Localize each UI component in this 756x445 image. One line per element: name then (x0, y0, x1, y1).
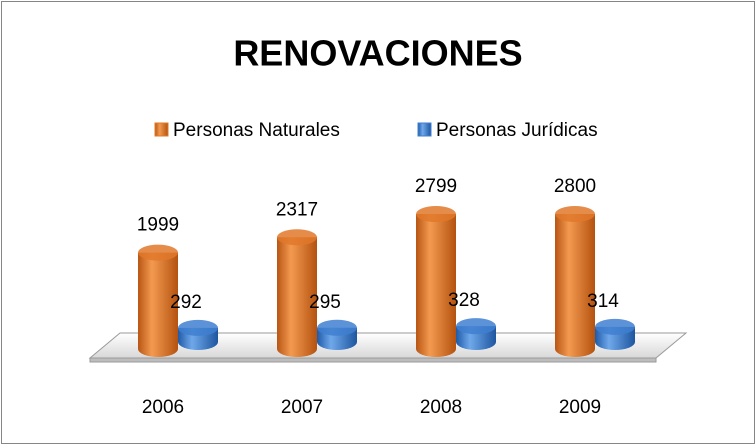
data-label: 295 (309, 292, 341, 313)
legend-swatch (154, 122, 169, 137)
bar-top (555, 206, 595, 222)
x-tick-label: 2006 (142, 397, 184, 418)
bar-top (277, 229, 317, 246)
bar-top (178, 319, 218, 336)
bar (277, 237, 317, 357)
bar-top (138, 244, 178, 261)
legend-swatch (417, 122, 432, 137)
data-label: 328 (448, 290, 480, 311)
bar (416, 214, 456, 357)
x-tick-label: 2008 (420, 397, 462, 418)
bar-top (416, 206, 456, 223)
data-label: 314 (587, 291, 619, 312)
bar (138, 252, 178, 357)
data-label: 2800 (554, 176, 596, 197)
data-label: 2799 (415, 176, 457, 197)
legend-label: Personas Jurídicas (436, 120, 598, 141)
x-tick-label: 2007 (281, 397, 323, 418)
data-label: 292 (170, 292, 202, 313)
bar-top (317, 319, 357, 336)
bar-top (456, 318, 496, 335)
data-label: 2317 (276, 199, 318, 220)
chart-title: RENOVACIONES (233, 33, 522, 74)
bar-top (595, 318, 635, 335)
floor-edge (89, 357, 657, 363)
bar (555, 214, 595, 357)
data-label: 1999 (137, 215, 179, 236)
legend-label: Personas Naturales (173, 120, 340, 141)
x-tick-label: 2009 (559, 397, 601, 418)
